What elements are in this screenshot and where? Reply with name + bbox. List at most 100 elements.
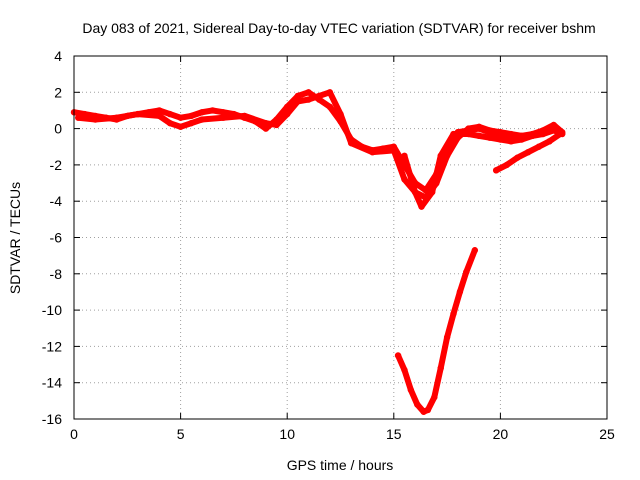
data-point (437, 152, 444, 160)
data-point (156, 112, 163, 120)
y-axis-label: SDTVAR / TECUs (7, 182, 23, 294)
y-tick-label: -10 (42, 302, 62, 318)
x-axis-label: GPS time / hours (287, 457, 394, 473)
data-point (284, 110, 291, 118)
data-point (241, 112, 248, 120)
series-track-c (401, 121, 566, 201)
data-point (422, 194, 429, 201)
data-point (507, 130, 515, 138)
x-tick-label: 5 (177, 426, 185, 442)
data-point (535, 143, 542, 150)
data-point (315, 92, 323, 100)
data-point (443, 152, 451, 160)
data-point (431, 394, 438, 401)
data-point (92, 116, 99, 123)
data-point (418, 203, 425, 210)
x-tick-label: 20 (493, 426, 509, 442)
data-point (492, 167, 500, 174)
data-point (262, 119, 270, 127)
data-point (262, 125, 270, 132)
data-point (475, 123, 483, 130)
data-point (475, 132, 483, 140)
data-point (347, 139, 355, 147)
data-point (546, 138, 553, 145)
data-point (401, 176, 408, 183)
data-point (113, 114, 120, 121)
chart-title: Day 083 of 2021, Sidereal Day-to-day VTE… (82, 20, 595, 36)
data-point (529, 130, 536, 138)
data-point (401, 366, 408, 374)
data-point (294, 98, 302, 105)
data-point (411, 188, 419, 196)
y-tick-label: 0 (54, 121, 62, 137)
y-tick-label: 2 (54, 84, 62, 100)
y-tick-label: -16 (42, 411, 62, 427)
data-point (518, 132, 525, 140)
data-point (407, 386, 415, 394)
data-point (454, 134, 461, 141)
data-point (539, 127, 547, 134)
data-point (414, 401, 421, 408)
x-tick-label: 0 (70, 426, 78, 442)
data-point (450, 130, 457, 138)
data-point (456, 288, 464, 296)
data-point (556, 130, 564, 138)
data-point (465, 125, 472, 132)
data-point (433, 179, 440, 187)
data-point (188, 112, 195, 120)
data-point (524, 148, 532, 156)
data-point (507, 138, 515, 145)
data-point (156, 107, 163, 114)
data-point (177, 123, 184, 130)
data-point (188, 119, 195, 127)
data-point (198, 116, 206, 123)
data-point (326, 89, 334, 96)
data-point (463, 268, 470, 276)
data-point (514, 154, 521, 161)
data-point (394, 352, 402, 359)
data-point (497, 129, 504, 136)
data-point (75, 114, 82, 121)
data-point (503, 161, 510, 169)
data-point (166, 110, 174, 118)
data-point (497, 136, 504, 143)
y-tick-label: -4 (50, 193, 63, 209)
data-point (166, 119, 174, 127)
data-point (209, 107, 216, 114)
data-point (550, 121, 557, 129)
data-point (305, 89, 312, 96)
data-point (486, 127, 493, 134)
data-point (401, 152, 408, 160)
y-tick-label: -14 (42, 375, 62, 391)
y-tick-label: -12 (42, 338, 62, 354)
grid (74, 56, 607, 419)
data-point (424, 406, 432, 414)
data-point (337, 110, 344, 118)
y-tick-label: -8 (50, 266, 63, 282)
data-point (220, 109, 227, 116)
x-tick-label: 15 (386, 426, 402, 442)
data-point (294, 92, 302, 100)
data-point (486, 134, 493, 141)
y-tick-label: 4 (54, 48, 62, 64)
series-layer (70, 89, 566, 415)
data-point (443, 334, 451, 341)
data-point (437, 364, 444, 372)
y-tick-label: -2 (50, 157, 63, 173)
data-point (369, 148, 376, 156)
data-point (273, 121, 280, 129)
data-point (198, 109, 206, 116)
data-point (134, 110, 142, 118)
data-point (390, 147, 397, 154)
data-point (305, 96, 312, 103)
data-point (326, 103, 334, 111)
data-point (450, 310, 457, 317)
y-tick-label: -6 (50, 230, 63, 246)
data-point (220, 114, 227, 121)
x-tick-label: 25 (599, 426, 615, 442)
data-point (471, 247, 479, 254)
x-tick-label: 10 (279, 426, 295, 442)
data-point (177, 114, 184, 121)
